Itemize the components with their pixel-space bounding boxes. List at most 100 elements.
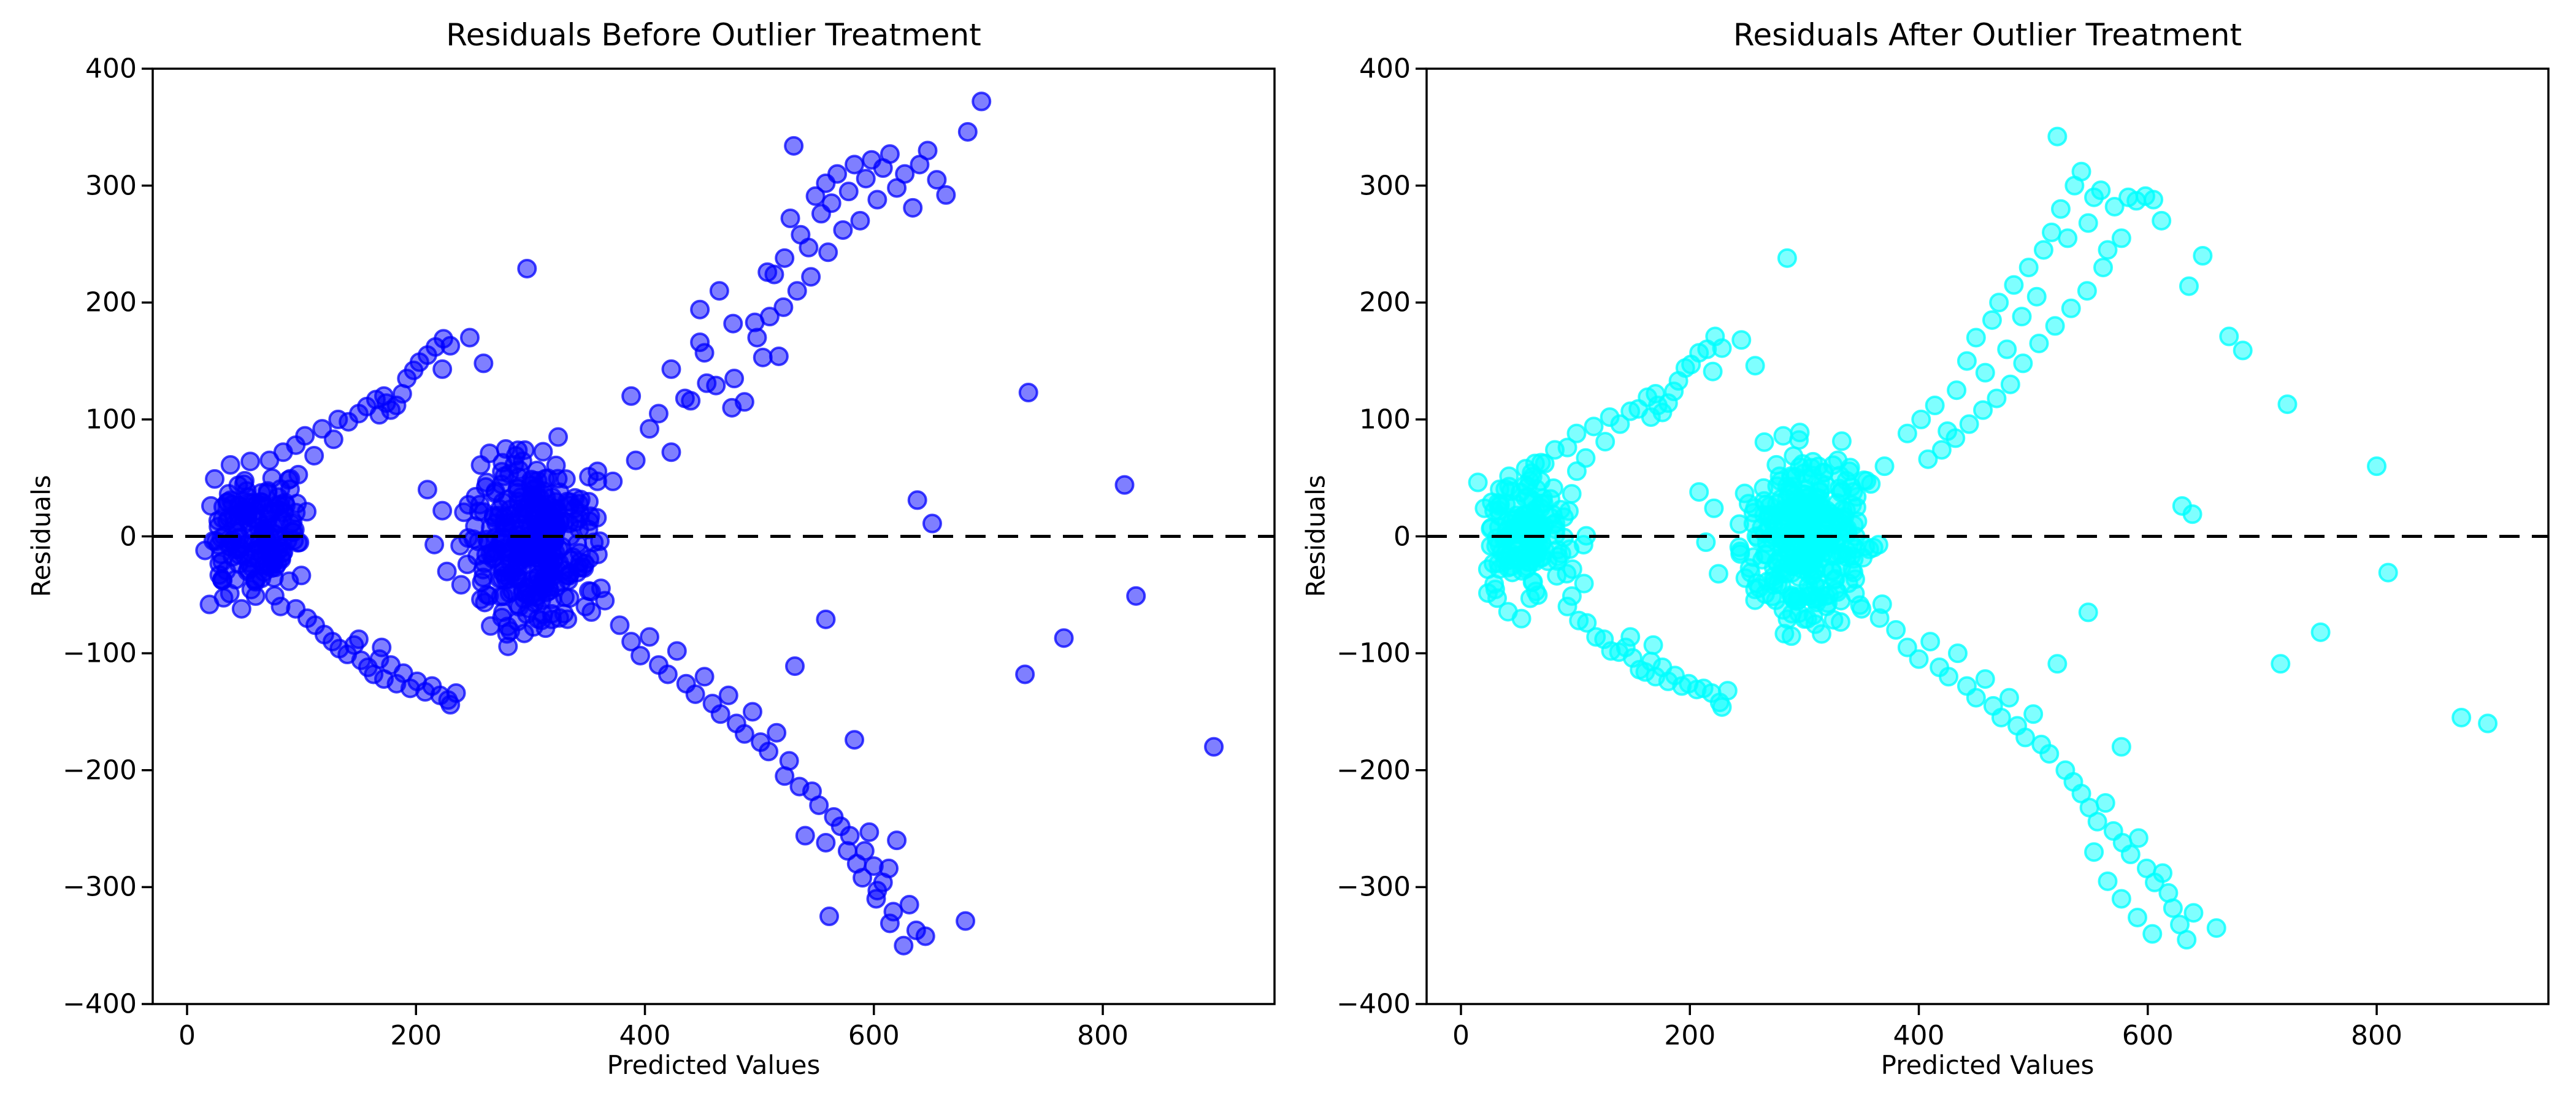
data-point — [724, 369, 745, 389]
data-point — [1781, 626, 1801, 646]
data-point — [1562, 559, 1582, 579]
data-point — [880, 144, 900, 164]
data-point — [1483, 553, 1503, 573]
data-point — [694, 343, 715, 363]
data-point — [579, 467, 599, 487]
data-point — [1911, 409, 1931, 429]
data-point — [2142, 924, 2163, 944]
data-point — [734, 724, 754, 744]
data-point — [1771, 529, 1791, 549]
data-point — [1559, 501, 1579, 521]
data-point — [578, 581, 599, 601]
data-point — [1643, 635, 1663, 655]
data-point — [1766, 551, 1787, 572]
data-point — [1731, 330, 1752, 350]
data-point — [1874, 456, 1895, 477]
data-point — [1018, 383, 1038, 403]
x-tick-label: 0 — [1452, 1020, 1470, 1051]
data-point — [245, 586, 266, 606]
data-point — [1803, 507, 1823, 527]
x-tick-label: 400 — [1893, 1020, 1945, 1051]
after-y-axis-label: Residuals — [1300, 475, 1331, 597]
data-point — [927, 170, 947, 190]
data-point — [936, 185, 956, 205]
data-point — [493, 453, 513, 473]
data-point — [1831, 483, 1851, 503]
data-point — [1114, 475, 1135, 495]
y-tick-label: −200 — [63, 754, 137, 786]
data-point — [1486, 528, 1506, 548]
data-point — [2029, 333, 2049, 353]
data-point — [1789, 552, 1809, 572]
y-tick-label: −100 — [1336, 637, 1411, 669]
data-point — [1577, 613, 1597, 633]
data-point — [706, 375, 726, 396]
data-point — [2084, 842, 2104, 862]
data-point — [451, 575, 471, 595]
data-point — [603, 471, 623, 491]
data-point — [759, 742, 779, 762]
data-point — [1852, 599, 1872, 619]
data-point — [639, 627, 659, 647]
data-point — [972, 91, 992, 112]
data-point — [1785, 467, 1806, 487]
data-point — [1959, 414, 1979, 434]
y-tick-label: 200 — [85, 286, 137, 318]
before-plot-canvas — [142, 67, 1276, 1015]
data-point — [661, 359, 681, 379]
data-point — [753, 347, 773, 367]
data-point — [922, 513, 942, 534]
data-point — [518, 532, 539, 553]
data-point — [2039, 744, 2060, 764]
data-point — [1768, 573, 1788, 594]
data-point — [1801, 458, 1822, 478]
data-point — [1738, 494, 1758, 514]
data-point — [1532, 548, 1552, 568]
data-point — [2111, 737, 2131, 757]
x-tick-label: 200 — [390, 1020, 442, 1051]
data-point — [854, 841, 875, 861]
data-point — [667, 641, 687, 661]
data-point — [2206, 918, 2226, 938]
data-point — [1793, 493, 1814, 513]
data-point — [2078, 213, 2098, 233]
data-point — [1511, 608, 1531, 629]
data-point — [234, 474, 254, 494]
y-tick-label: 400 — [1359, 53, 1411, 85]
data-point — [2163, 898, 2183, 918]
data-point — [473, 353, 494, 374]
data-point — [2378, 562, 2398, 583]
before-plot-title: Residuals Before Outlier Treatment — [446, 17, 981, 53]
data-point — [2058, 228, 2078, 248]
data-point — [1760, 496, 1780, 516]
data-point — [1947, 643, 1968, 664]
data-point — [1562, 484, 1582, 504]
data-point — [2183, 903, 2204, 923]
data-point — [1512, 561, 1532, 581]
y-tick-label: −400 — [1336, 988, 1411, 1020]
data-point — [537, 547, 558, 567]
y-tick-label: −200 — [1336, 754, 1411, 786]
data-point — [417, 480, 437, 500]
data-point — [470, 455, 491, 475]
data-point — [1806, 559, 1826, 580]
data-point — [556, 469, 576, 489]
data-point — [2047, 654, 2068, 674]
before-x-axis-label: Predicted Values — [607, 1050, 821, 1080]
data-point — [723, 313, 743, 334]
data-point — [1482, 492, 1502, 512]
data-point — [348, 629, 369, 650]
data-point — [220, 454, 240, 475]
data-point — [1784, 590, 1804, 610]
data-point — [626, 450, 646, 470]
data-point — [2071, 161, 2091, 182]
data-point — [859, 822, 880, 842]
data-point — [523, 617, 543, 637]
data-point — [473, 567, 493, 588]
data-point — [838, 182, 859, 202]
data-point — [297, 502, 317, 522]
data-point — [2050, 199, 2071, 219]
data-point — [1520, 588, 1540, 608]
data-point — [1822, 546, 1842, 566]
data-point — [2478, 713, 2498, 734]
